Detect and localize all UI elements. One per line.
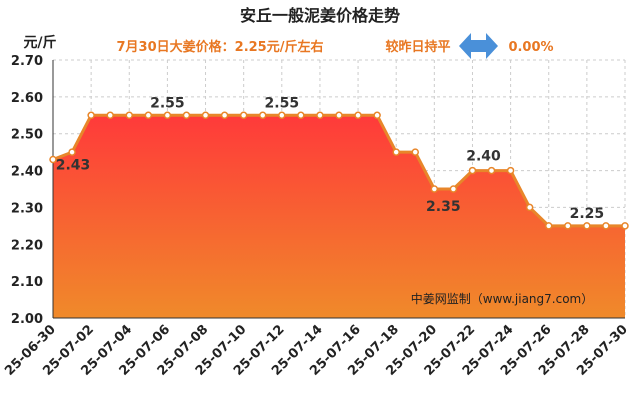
- data-point: [49, 155, 57, 164]
- y-axis-unit-label: 元/斤: [23, 34, 56, 51]
- data-point: [125, 111, 134, 120]
- data-point: [621, 222, 629, 230]
- data-point: [544, 222, 553, 230]
- y-tick-label: 2.40: [11, 165, 43, 180]
- y-tick-label: 2.10: [11, 275, 43, 290]
- data-label: 2.43: [56, 158, 91, 174]
- data-label: 2.55: [150, 95, 185, 111]
- data-point: [239, 111, 248, 120]
- data-point: [182, 111, 191, 120]
- data-labels: 2.43 2.55 2.55 2.35 2.40 2.25: [56, 95, 604, 222]
- data-point: [106, 111, 114, 120]
- chart-subtitle: 7月30日大姜价格：2.25元/斤左右: [117, 39, 324, 55]
- data-point: [335, 111, 343, 120]
- data-point: [525, 203, 534, 212]
- data-label: 2.35: [426, 199, 461, 215]
- data-point: [316, 111, 324, 120]
- data-point: [564, 222, 572, 230]
- data-point: [144, 111, 153, 120]
- y-tick-label: 2.30: [11, 201, 43, 216]
- data-point: [602, 222, 610, 230]
- data-point: [87, 111, 95, 120]
- data-point: [68, 148, 76, 156]
- data-point: [430, 185, 439, 193]
- data-point: [411, 148, 420, 156]
- area-fill: [53, 115, 625, 319]
- y-tick-label: 2.20: [11, 238, 43, 253]
- change-text: 较昨日持平: [385, 39, 450, 55]
- y-tick-label: 2.60: [11, 91, 43, 106]
- data-point: [354, 111, 362, 120]
- data-label: 2.25: [570, 206, 605, 222]
- data-point: [163, 111, 172, 120]
- data-point: [220, 111, 229, 120]
- y-tick-label: 2.70: [11, 54, 43, 69]
- y-tick-label: 2.50: [11, 128, 43, 143]
- data-point: [392, 148, 400, 156]
- data-label: 2.55: [265, 95, 300, 111]
- y-tick-label: 2.00: [11, 312, 43, 327]
- double-arrow-icon: [459, 33, 498, 59]
- change-value: 0.00%: [508, 40, 553, 55]
- data-point: [278, 111, 286, 120]
- watermark: 中姜网监制（www.jiang7.com）: [411, 291, 593, 306]
- data-point: [583, 222, 591, 230]
- data-point: [487, 166, 496, 175]
- data-label: 2.40: [466, 149, 501, 165]
- data-point: [258, 111, 267, 120]
- data-point: [468, 166, 477, 175]
- data-point: [373, 111, 381, 120]
- chart-title: 安丘一般泥姜价格走势: [240, 6, 400, 25]
- data-point: [297, 111, 305, 120]
- data-point: [449, 185, 458, 193]
- data-point: [201, 111, 210, 120]
- data-point: [506, 166, 515, 175]
- price-series: [49, 111, 629, 230]
- price-area: [53, 115, 625, 319]
